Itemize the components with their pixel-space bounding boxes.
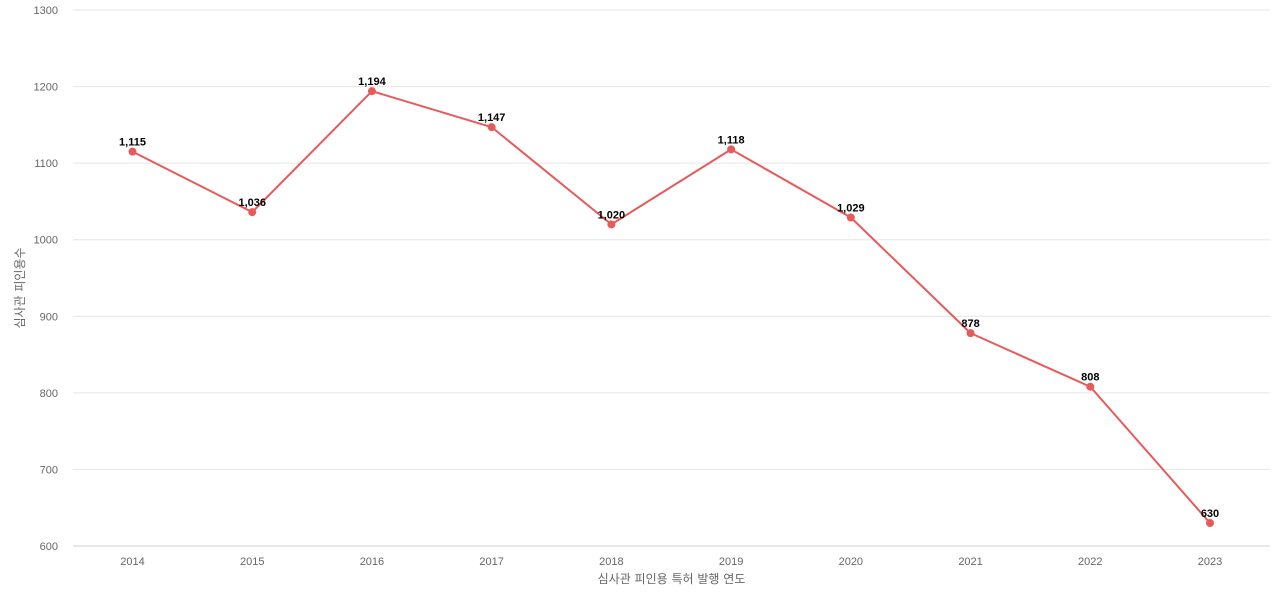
y-tick-label: 1300 [34, 5, 58, 17]
y-axis-ticks: 600 700 800 900 1000 1100 1200 1300 [34, 5, 58, 553]
y-tick-label: 1200 [34, 82, 58, 94]
data-point [727, 145, 736, 154]
data-label: 808 [1081, 372, 1099, 384]
data-labels: 1,115 1,036 1,194 1,147 1,020 1,118 1,029 878 80… [119, 76, 1219, 520]
data-points [128, 87, 1214, 528]
x-tick-label: 2021 [958, 556, 982, 568]
series-line-group [132, 90, 1211, 524]
x-axis-title: 심사관 피인용 특허 발행 연도 [598, 571, 746, 586]
y-tick-label: 1000 [34, 235, 58, 247]
y-tick-label: 1100 [34, 158, 58, 170]
data-label: 1,194 [358, 76, 386, 88]
data-point [1086, 382, 1095, 391]
x-tick-label: 2014 [120, 556, 144, 568]
x-tick-label: 2018 [599, 556, 623, 568]
x-axis-ticks: 2014 2015 2016 2017 2018 2019 2020 2021 2022 2023 [120, 556, 1222, 568]
data-label: 878 [961, 318, 979, 330]
data-point [966, 329, 975, 338]
data-point [846, 213, 855, 222]
data-label: 1,020 [598, 209, 626, 221]
data-point [367, 87, 376, 96]
data-label: 1,147 [478, 112, 506, 124]
y-tick-label: 900 [40, 311, 58, 323]
data-label: 1,115 [119, 137, 146, 149]
x-tick-label: 2022 [1078, 556, 1102, 568]
data-label: 1,118 [718, 134, 745, 146]
data-point [128, 147, 137, 156]
data-point [487, 123, 496, 132]
x-tick-label: 2015 [240, 556, 264, 568]
x-tick-label: 2017 [479, 556, 503, 568]
x-tick-label: 2020 [839, 556, 863, 568]
data-point [248, 208, 257, 217]
x-tick-label: 2019 [719, 556, 743, 568]
x-tick-label: 2016 [360, 556, 384, 568]
y-axis-title: 심사관 피인용수 [13, 247, 27, 328]
y-tick-label: 800 [40, 388, 58, 400]
data-point [607, 220, 616, 229]
y-tick-label: 700 [40, 464, 58, 476]
data-point [1206, 519, 1214, 528]
series-line [132, 90, 1211, 524]
gridlines [73, 9, 1270, 470]
x-tick-label: 2023 [1198, 556, 1222, 568]
data-label: 630 [1201, 508, 1219, 520]
y-tick-label: 600 [40, 541, 58, 553]
data-label: 1,029 [837, 203, 865, 215]
data-label: 1,036 [238, 197, 266, 209]
